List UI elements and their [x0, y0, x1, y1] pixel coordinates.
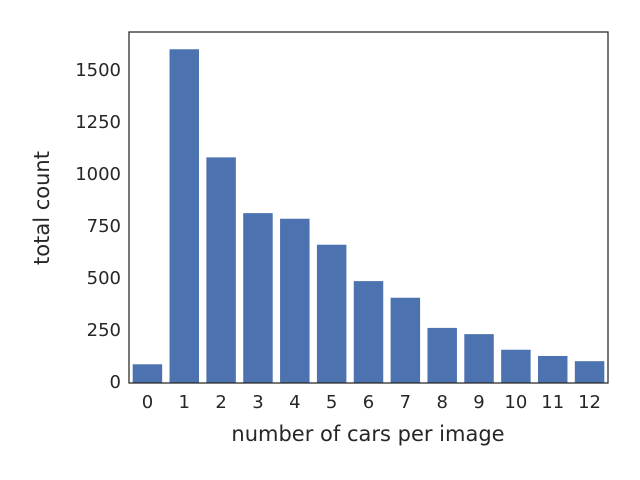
bar: [169, 49, 200, 384]
x-tick-label: 3: [252, 392, 263, 413]
bar: [537, 355, 568, 383]
bar: [132, 364, 163, 383]
bar: [501, 349, 531, 383]
bar: [353, 281, 384, 383]
x-tick-label: 7: [400, 392, 411, 413]
bar: [316, 244, 347, 383]
bar: [243, 213, 273, 383]
bar: [427, 327, 457, 383]
x-tick-label: 9: [473, 392, 484, 413]
x-tick-label: 10: [504, 392, 527, 413]
x-tick-label: 12: [578, 392, 601, 413]
x-axis-label: number of cars per image: [231, 422, 504, 446]
x-tick-label: 2: [215, 392, 226, 413]
y-axis-label: total count: [30, 151, 54, 265]
x-tick-label: 11: [541, 392, 564, 413]
bar: [280, 218, 310, 383]
y-tick-label: 1500: [75, 60, 121, 81]
y-tick-label: 1000: [75, 164, 121, 185]
bar: [206, 157, 236, 383]
x-tick-label: 5: [326, 392, 337, 413]
y-tick-label: 250: [87, 320, 121, 341]
x-tick-label: 1: [179, 392, 190, 413]
bar: [390, 297, 421, 383]
bar: [574, 361, 605, 383]
bar: [464, 334, 494, 383]
x-tick-label: 0: [142, 392, 153, 413]
x-tick-label: 6: [363, 392, 374, 413]
x-tick-label: 8: [436, 392, 447, 413]
x-tick-label: 4: [289, 392, 300, 413]
y-tick-label: 0: [110, 372, 121, 393]
plot-frame: [128, 31, 609, 384]
y-tick-label: 500: [87, 268, 121, 289]
y-tick-label: 1250: [75, 112, 121, 133]
y-tick-label: 750: [87, 216, 121, 237]
